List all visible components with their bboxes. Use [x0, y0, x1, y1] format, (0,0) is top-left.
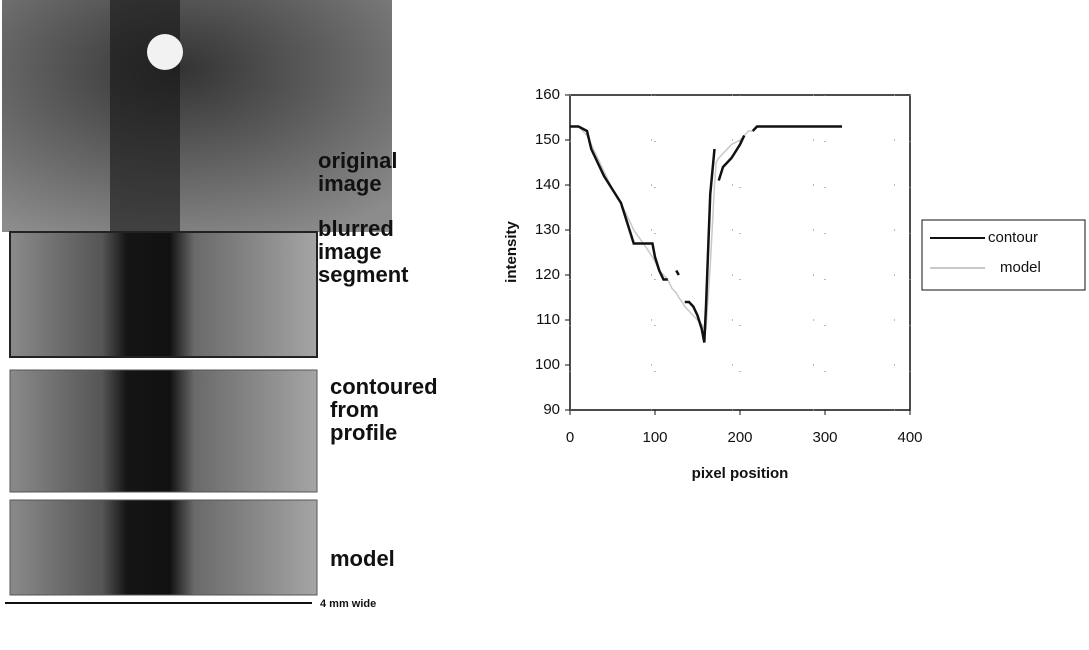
x-tick-label: 400 — [897, 429, 922, 446]
contoured-image — [9, 369, 318, 493]
panel-labels: originalimageblurredimagesegmentcontoure… — [318, 148, 438, 571]
panel-label: contoured — [330, 374, 438, 399]
y-tick-label: 160 — [535, 86, 560, 103]
x-tick-label: 100 — [642, 429, 667, 446]
blurred-image — [9, 231, 318, 358]
legend-box — [921, 219, 1086, 291]
panel-label: model — [330, 546, 395, 571]
scale-label: 4 mm wide — [320, 598, 376, 610]
image-panels: 4 mm wide — [2, 0, 392, 610]
panel-label: image — [318, 171, 382, 196]
legend-label: model — [1000, 259, 1041, 276]
legend-label: contour — [988, 229, 1038, 246]
y-tick-label: 130 — [535, 221, 560, 238]
y-tick-label: 90 — [543, 401, 560, 418]
x-tick-label: 200 — [727, 429, 752, 446]
image-spot — [147, 34, 183, 70]
x-axis-label: pixel position — [692, 465, 789, 482]
y-tick-label: 150 — [535, 131, 560, 148]
panel-label: segment — [318, 262, 409, 287]
y-tick-label: 100 — [535, 356, 560, 373]
panel-label: from — [330, 397, 379, 422]
y-tick-label: 110 — [536, 311, 560, 328]
x-tick-label: 0 — [566, 429, 574, 446]
y-tick-label: 140 — [535, 176, 560, 193]
panel-label: blurred — [318, 216, 394, 241]
original-image — [2, 0, 392, 232]
panel-label: original — [318, 148, 397, 173]
panel-label: image — [318, 239, 382, 264]
y-tick-label: 120 — [535, 266, 560, 283]
chart: pixel position intensity 90 100 110 120 130 1… — [503, 86, 1086, 482]
y-axis-label: intensity — [503, 221, 520, 283]
series-line — [570, 125, 842, 343]
x-tick-label: 300 — [812, 429, 837, 446]
panel-label: profile — [330, 420, 397, 445]
model-image — [9, 499, 318, 596]
